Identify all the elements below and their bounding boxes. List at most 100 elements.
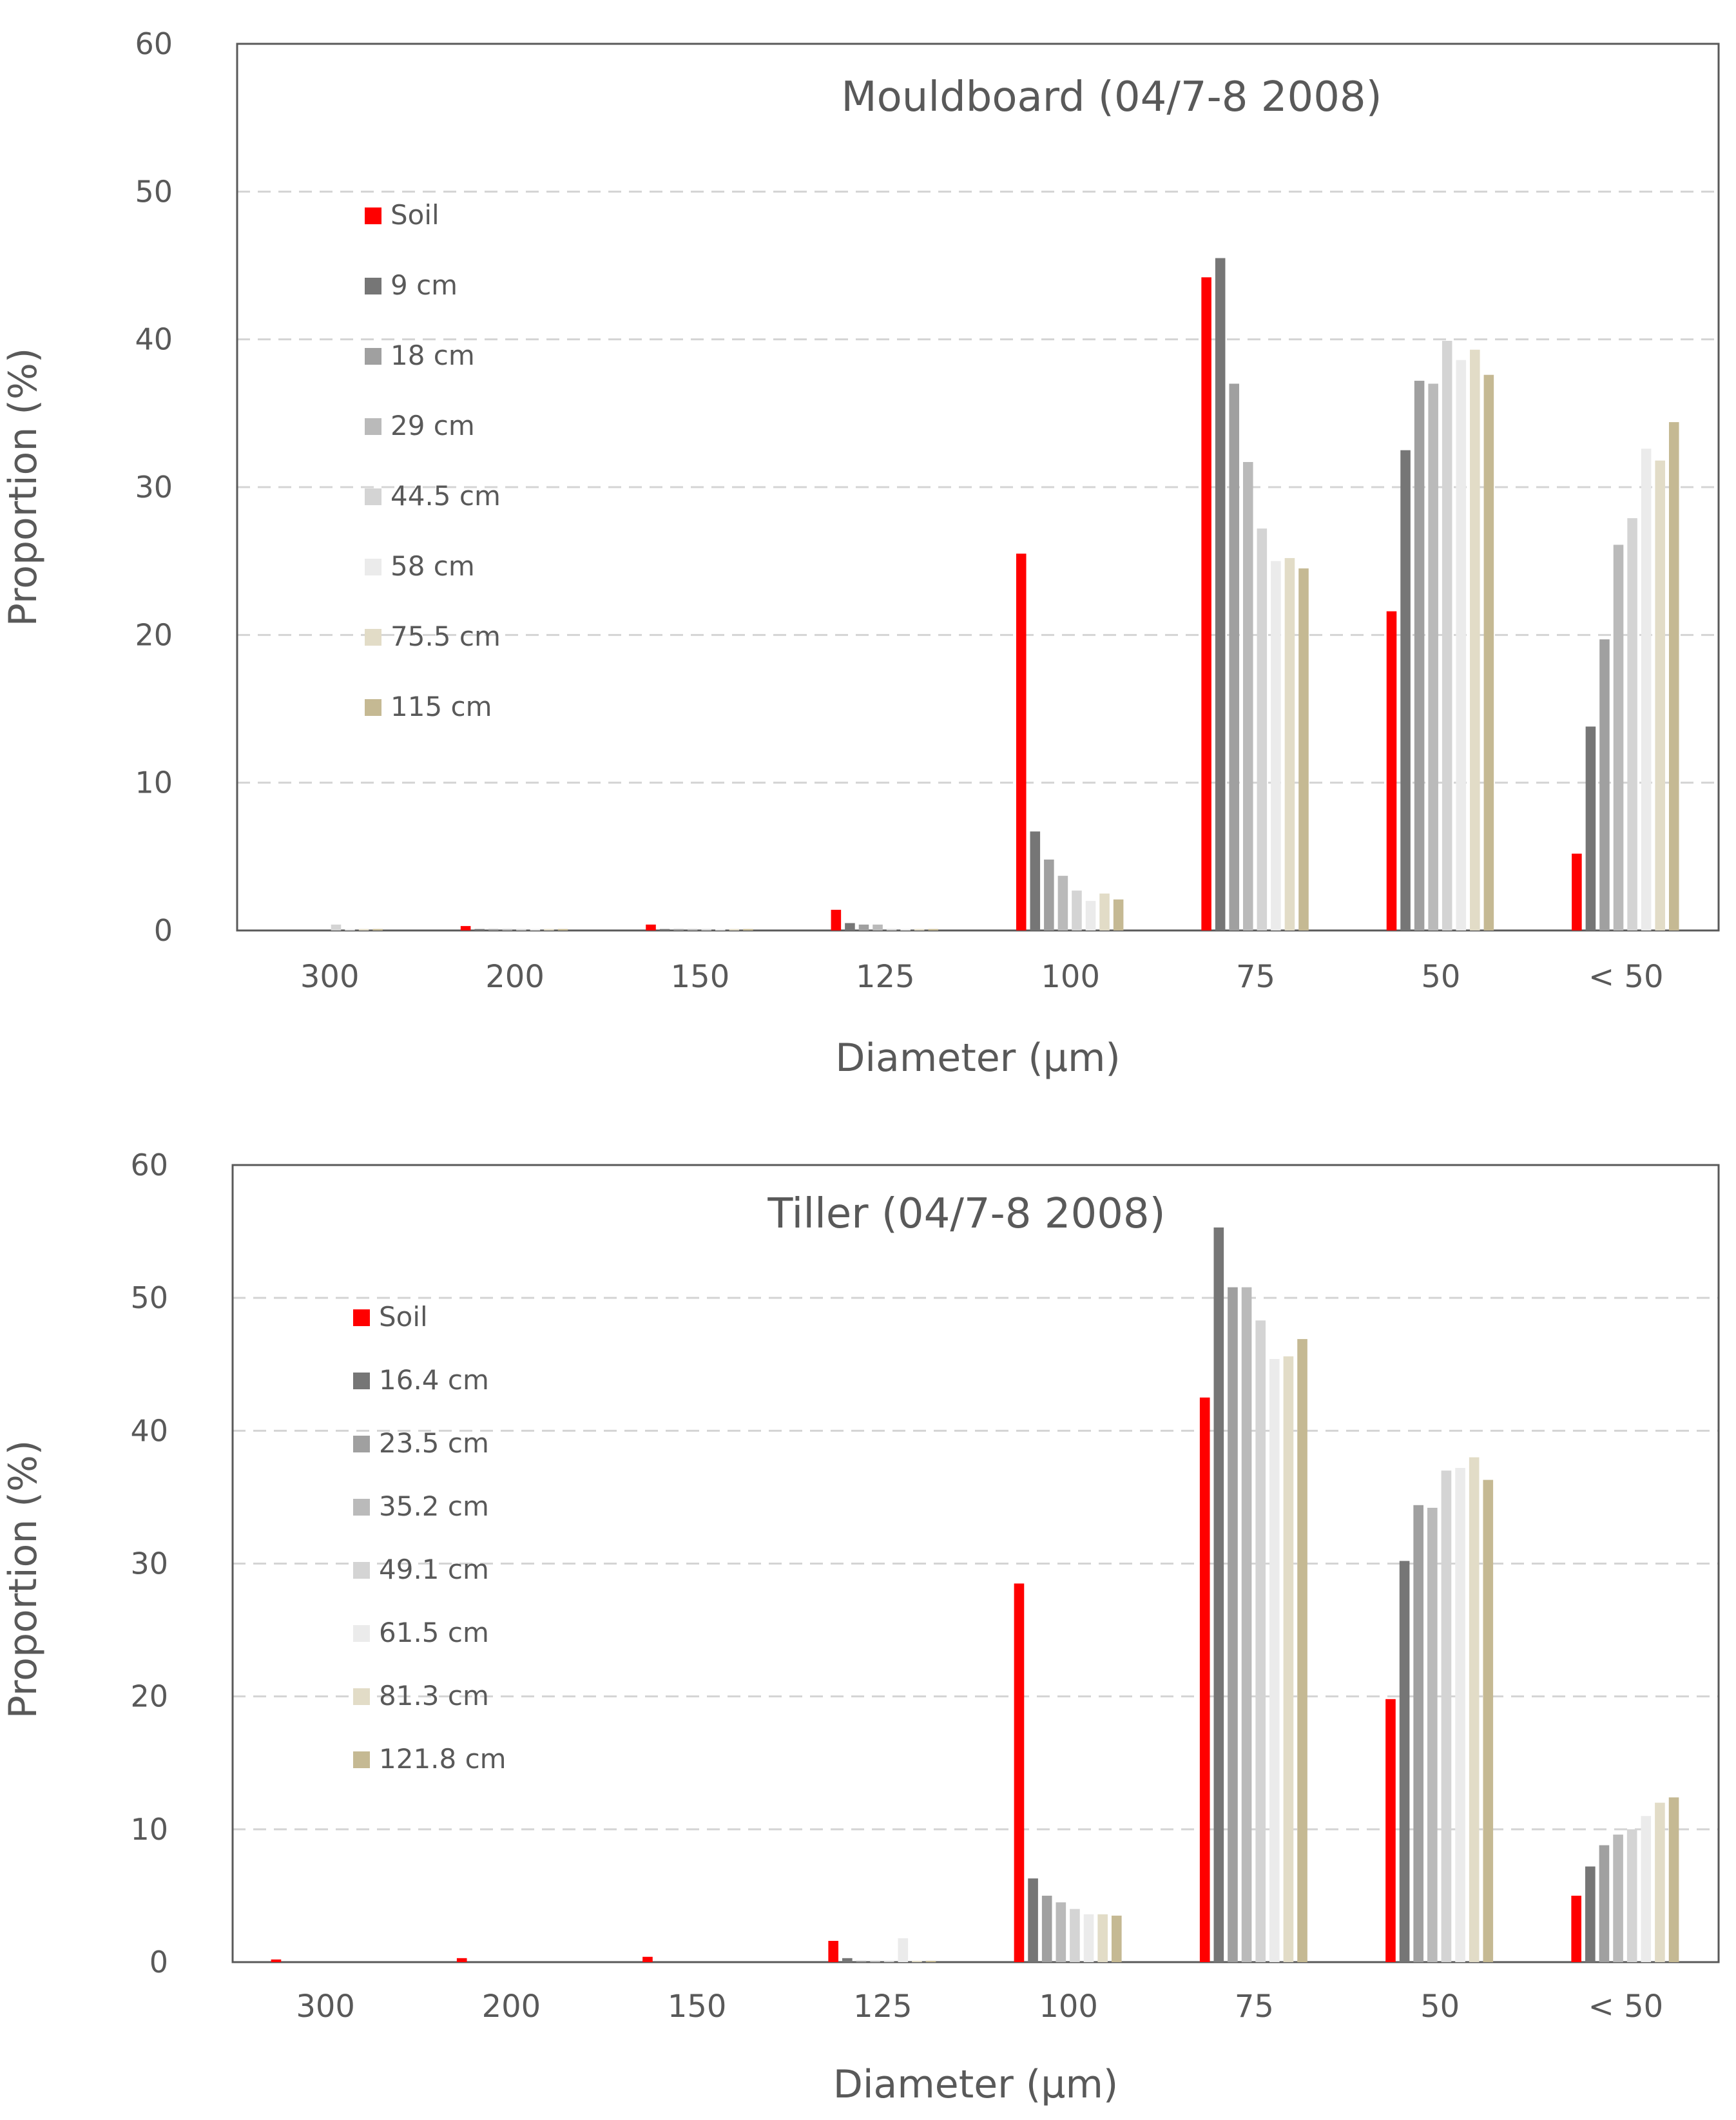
- y-tick-label: 60: [135, 26, 173, 61]
- bar-121-8-cm: [1297, 1339, 1307, 1962]
- bar-58-cm: [1271, 561, 1281, 930]
- x-tick-label: 200: [482, 1989, 541, 2025]
- legend-swatch: [353, 1309, 370, 1326]
- bar-61-5-cm: [1269, 1359, 1280, 1962]
- bar-58-cm: [530, 929, 541, 930]
- legend-label: 115 cm: [391, 691, 492, 722]
- bar-soil: [460, 926, 471, 930]
- y-tick-label: 0: [149, 1945, 168, 1980]
- bar-58-cm: [345, 929, 355, 930]
- bar-75-5-cm: [1655, 460, 1665, 930]
- bar-49-1-cm: [883, 1960, 894, 1962]
- x-tick-label: 125: [856, 959, 915, 995]
- bar-29-cm: [1613, 544, 1624, 930]
- legend-swatch: [353, 1751, 370, 1768]
- bar-49-1-cm: [1070, 1909, 1080, 1962]
- y-tick-label: 30: [135, 470, 173, 505]
- bar-9-cm: [659, 929, 670, 930]
- legend-label: 44.5 cm: [391, 480, 501, 512]
- x-tick-label: 300: [300, 959, 360, 995]
- bar-16-4-cm: [1213, 1227, 1224, 1962]
- bar-44-5-cm: [331, 924, 342, 930]
- bar-18-cm: [1229, 383, 1240, 930]
- x-tick-label: 75: [1236, 959, 1275, 995]
- y-tick-label: 30: [130, 1547, 168, 1581]
- bar-35-2-cm: [1427, 1507, 1438, 1962]
- bar-44-5-cm: [1072, 891, 1082, 930]
- bar-29-cm: [1428, 383, 1438, 930]
- bar-115-cm: [1668, 422, 1679, 930]
- bar-18-cm: [1044, 859, 1054, 930]
- bar-81-3-cm: [1469, 1457, 1480, 1962]
- bar-soil: [1014, 1583, 1025, 1962]
- x-tick-label: 50: [1421, 959, 1460, 995]
- bar-49-1-cm: [1255, 1320, 1266, 1962]
- bar-61-5-cm: [1455, 1468, 1465, 1962]
- legend-label: 121.8 cm: [379, 1743, 506, 1775]
- x-tick-label: 100: [1039, 1989, 1098, 2025]
- bar-29-cm: [1057, 876, 1068, 930]
- bar-44-5-cm: [886, 929, 897, 930]
- bar-49-1-cm: [1441, 1470, 1452, 1962]
- legend-label: 49.1 cm: [379, 1554, 489, 1585]
- y-axis-title: Proportion (%): [1, 348, 46, 626]
- bar-58-cm: [715, 929, 726, 930]
- x-tick-label: 150: [668, 1989, 727, 2025]
- bar-23-5-cm: [1041, 1895, 1052, 1962]
- bar-61-5-cm: [1083, 1914, 1094, 1962]
- bar-soil: [831, 909, 842, 930]
- bar-23-5-cm: [1228, 1287, 1238, 1962]
- x-tick-label: < 50: [1588, 959, 1664, 995]
- bar-44-5-cm: [1442, 340, 1452, 930]
- legend-swatch: [353, 1688, 370, 1705]
- legend-swatch: [353, 1625, 370, 1642]
- y-tick-label: 0: [154, 913, 173, 948]
- bar-81-3-cm: [912, 1960, 922, 1962]
- bar-18-cm: [1599, 639, 1610, 930]
- bar-18-cm: [858, 924, 869, 930]
- bar-9-cm: [845, 923, 855, 930]
- bar-9-cm: [474, 929, 485, 930]
- bar-44-5-cm: [516, 929, 526, 930]
- legend-swatch: [353, 1499, 370, 1516]
- bar-115-cm: [372, 929, 383, 930]
- bar-23-5-cm: [856, 1960, 867, 1962]
- x-axis-title: Diameter (µm): [833, 2062, 1119, 2107]
- legend-swatch: [365, 348, 381, 365]
- legend-swatch: [365, 699, 381, 716]
- bar-soil: [642, 1956, 653, 1962]
- legend-label: 75.5 cm: [391, 621, 501, 652]
- y-tick-label: 40: [135, 322, 173, 357]
- bar-soil: [1016, 554, 1027, 930]
- x-tick-label: 150: [671, 959, 730, 995]
- y-tick-label: 60: [130, 1148, 168, 1182]
- mouldboard-chart: 0 10 20 30 40 50 60 300 200 150 125 100 75 50 < 50 Diam…: [1, 26, 1720, 1081]
- bar-121-8-cm: [925, 1960, 936, 1962]
- bar-44-5-cm: [1257, 528, 1268, 930]
- bar-23-5-cm: [1599, 1845, 1610, 1962]
- bar-18-cm: [673, 929, 684, 930]
- bar-35-2-cm: [1241, 1287, 1252, 1962]
- legend-swatch: [365, 559, 381, 575]
- bar-75-5-cm: [914, 929, 925, 930]
- bar-soil: [456, 1958, 467, 1962]
- x-tick-label: 200: [485, 959, 545, 995]
- bar-75-5-cm: [1099, 893, 1110, 930]
- bar-9-cm: [1585, 726, 1596, 930]
- bar-29-cm: [1243, 462, 1253, 930]
- bar-115-cm: [1483, 374, 1494, 930]
- bar-121-8-cm: [1111, 1915, 1122, 1962]
- bar-81-3-cm: [1655, 1802, 1665, 1962]
- bar-35-2-cm: [1613, 1835, 1623, 1962]
- bar-soil: [646, 924, 656, 930]
- x-axis-title: Diameter (µm): [835, 1036, 1121, 1081]
- bar-115-cm: [1113, 899, 1124, 930]
- bar-16-4-cm: [1399, 1561, 1410, 1962]
- bar-soil: [271, 1959, 282, 1962]
- legend-label: 35.2 cm: [379, 1490, 489, 1522]
- bar-29-cm: [873, 924, 883, 930]
- bar-75-5-cm: [544, 929, 554, 930]
- y-tick-label: 20: [135, 617, 173, 652]
- bar-9-cm: [1030, 831, 1041, 930]
- legend-swatch: [353, 1373, 370, 1389]
